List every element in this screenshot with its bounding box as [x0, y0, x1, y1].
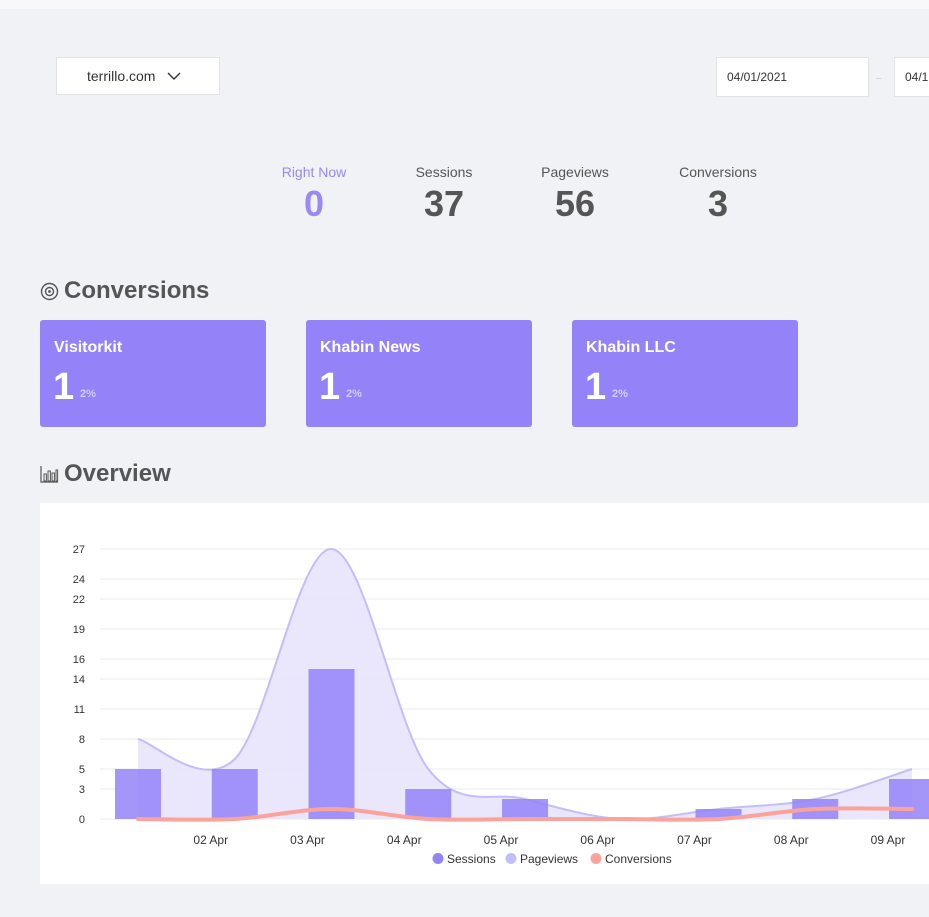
- sessions-bar: [695, 809, 742, 819]
- site-selector-value: terrillo.com: [87, 68, 156, 84]
- x-tick-label: 04 Apr: [387, 833, 422, 847]
- conversion-count: 1: [585, 366, 607, 408]
- sessions-bar: [502, 799, 548, 819]
- legend-label-conversions: Conversions: [605, 852, 672, 866]
- sessions-bar: [211, 769, 258, 819]
- stat-value: 0: [303, 183, 325, 224]
- x-tick-label: 07 Apr: [677, 833, 712, 847]
- stat-right-now: Right Now 0: [270, 164, 358, 222]
- conversion-card-khabin-llc[interactable]: Khabin LLC 1 2%: [572, 320, 798, 427]
- x-tick-label: 09 Apr: [871, 833, 906, 847]
- conversion-percent: 2%: [612, 388, 628, 400]
- stat-conversions: Conversions 3: [668, 164, 768, 222]
- site-selector[interactable]: terrillo.com: [56, 57, 220, 95]
- stat-value: 56: [554, 183, 596, 224]
- y-tick-label: 22: [73, 594, 85, 606]
- conversion-name: Khabin News: [320, 339, 421, 356]
- conversion-percent: 2%: [80, 388, 96, 400]
- conversions-title: Conversions: [64, 277, 210, 304]
- pageviews-line: [137, 547, 913, 821]
- conversions-line: [136, 806, 914, 822]
- end-date-input[interactable]: [894, 57, 929, 97]
- stat-value: 3: [707, 183, 729, 224]
- stat-label: Pageviews: [541, 164, 609, 180]
- legend-marker-conversions: [590, 853, 602, 864]
- stat-label: Conversions: [679, 164, 757, 180]
- bar-chart-icon: [40, 465, 59, 484]
- y-tick-label: 0: [79, 814, 85, 826]
- conversion-name: Visitorkit: [54, 339, 123, 356]
- y-tick-label: 11: [74, 704, 85, 716]
- conversion-count: 1: [319, 366, 341, 408]
- x-tick-label: 02 Apr: [193, 833, 228, 847]
- y-tick-label: 24: [73, 574, 85, 586]
- chevron-down-icon: [167, 69, 181, 83]
- y-tick-label: 19: [73, 624, 85, 636]
- overview-heading: Overview: [40, 460, 171, 488]
- target-icon: [40, 282, 59, 301]
- conversions-heading: Conversions: [40, 277, 209, 305]
- date-range-separator: –: [876, 73, 882, 84]
- y-tick-label: 14: [73, 674, 85, 686]
- x-tick-label: 03 Apr: [290, 833, 325, 847]
- stat-label: Right Now: [281, 164, 347, 180]
- sessions-bar: [308, 669, 355, 819]
- sessions-bar: [405, 789, 452, 819]
- sessions-bar: [889, 779, 929, 819]
- y-tick-label: 5: [79, 764, 85, 776]
- x-tick-label: 05 Apr: [484, 833, 519, 847]
- top-strip: [0, 0, 929, 9]
- legend-label-sessions: Sessions: [447, 852, 496, 866]
- y-tick-label: 16: [73, 654, 85, 666]
- conversion-card-khabin-news[interactable]: Khabin News 1 2%: [306, 320, 532, 427]
- sessions-bar: [115, 769, 161, 819]
- overview-title: Overview: [64, 460, 171, 487]
- stat-label: Sessions: [415, 164, 473, 180]
- y-tick-label: 8: [79, 734, 85, 746]
- x-tick-label: 08 Apr: [774, 833, 809, 847]
- conversion-percent: 2%: [346, 388, 362, 400]
- legend-marker-pageviews: [505, 853, 517, 864]
- x-tick-label: 06 Apr: [580, 833, 615, 847]
- y-tick-label: 27: [73, 544, 85, 556]
- y-tick-label: 3: [79, 784, 85, 796]
- legend-marker-sessions: [432, 853, 444, 864]
- start-date-input[interactable]: [716, 57, 869, 97]
- stat-value: 37: [423, 183, 465, 224]
- conversion-name: Khabin LLC: [586, 339, 676, 356]
- conversion-card-visitorkit[interactable]: Visitorkit 1 2%: [40, 320, 266, 427]
- legend-label-pageviews: Pageviews: [520, 852, 578, 866]
- stat-sessions: Sessions 37: [400, 164, 488, 222]
- stat-pageviews: Pageviews 56: [530, 164, 620, 222]
- conversion-count: 1: [53, 366, 75, 408]
